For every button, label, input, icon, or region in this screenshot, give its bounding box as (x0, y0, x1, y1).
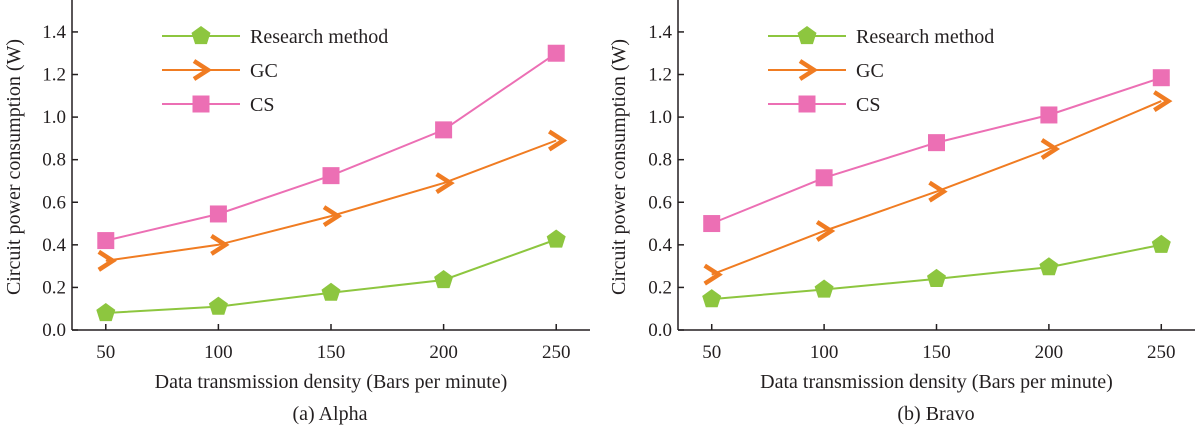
y-tick-label: 1.2 (42, 65, 66, 86)
data-point (96, 303, 116, 322)
y-tick-label: 0.6 (42, 192, 66, 213)
y-tick-label: 0.0 (42, 320, 66, 341)
legend-marker (191, 26, 211, 45)
chart-panel-1: 0.0 0.2 0.4 0.6 0.8 1.0 1.2 1.4 50 100 150 200 250 Da… (3, 0, 590, 425)
series-cs (97, 44, 565, 250)
x-axis-title: Data transmission density (Bars per minu… (155, 371, 508, 393)
series-cs (703, 69, 1170, 233)
data-point (434, 270, 454, 289)
legend-entry: CS (768, 94, 880, 116)
y-tick-label: 1.0 (42, 107, 66, 128)
legend-entry: GC (768, 59, 884, 82)
data-point (435, 172, 455, 194)
series-line (711, 100, 1162, 276)
legend-entry: CS (162, 94, 274, 116)
x-tick-label: 50 (702, 342, 721, 363)
data-point (815, 169, 833, 187)
data-point (1152, 69, 1170, 87)
x-tick-label: 50 (96, 342, 115, 363)
data-point (208, 296, 228, 315)
legend-label: CS (250, 94, 274, 116)
y-axis-title: Circuit power consumption (W) (608, 39, 630, 295)
data-point (928, 134, 945, 152)
data-point (703, 215, 721, 233)
x-axis-title: Data transmission density (Bars per minu… (760, 371, 1113, 393)
panel-caption: (a) Alpha (293, 403, 368, 425)
series-research-method (96, 229, 566, 322)
data-point (1153, 90, 1173, 113)
y-tick-label: 0.2 (648, 277, 672, 298)
data-point (209, 205, 227, 223)
x-tick-label: 100 (810, 342, 839, 363)
legend-marker (797, 26, 817, 45)
y-tick-label: 0.0 (648, 320, 672, 341)
y-tick-label: 0.4 (42, 235, 66, 256)
y-tick-label: 1.0 (648, 107, 672, 128)
series-gc (97, 129, 568, 272)
data-point (97, 249, 117, 272)
data-point (435, 121, 453, 139)
x-tick-label: 200 (429, 342, 458, 363)
data-point (1151, 234, 1171, 253)
data-point (1040, 106, 1058, 124)
legend-marker (798, 59, 819, 81)
data-point (546, 229, 566, 248)
data-point (928, 180, 948, 203)
legend-label: Research method (250, 26, 388, 48)
data-point (702, 289, 722, 308)
x-tick-label: 100 (204, 342, 233, 363)
data-point (927, 268, 946, 287)
legend-label: Research method (856, 26, 994, 48)
y-tick-label: 1.4 (648, 22, 672, 43)
legend-entry: GC (162, 59, 278, 82)
y-tick-label: 1.4 (42, 22, 66, 43)
data-point (1039, 257, 1059, 276)
legend-entry: Research method (768, 26, 994, 48)
data-point (210, 233, 230, 256)
y-axis-title: Circuit power consumption (W) (3, 39, 25, 295)
y-tick-label: 0.6 (648, 192, 672, 213)
y-tick-label: 0.8 (42, 150, 66, 171)
series-gc (703, 90, 1173, 286)
legend: Research method GC CS (162, 26, 388, 116)
data-point (548, 129, 568, 152)
data-point (814, 279, 834, 298)
legend-marker (192, 95, 210, 113)
legend-label: GC (250, 60, 278, 82)
data-point (547, 44, 565, 62)
data-point (321, 282, 341, 301)
legend-label: GC (856, 60, 884, 82)
y-tick-label: 0.2 (42, 277, 66, 298)
data-point (97, 232, 115, 250)
y-tick-label: 1.2 (648, 65, 672, 86)
series-line (105, 139, 557, 262)
data-point (322, 167, 340, 185)
legend-label: CS (856, 94, 880, 116)
legend: Research method GC CS (768, 26, 994, 116)
legend-marker (798, 95, 816, 113)
data-point (703, 263, 723, 286)
panel-caption: (b) Bravo (897, 403, 974, 425)
legend-entry: Research method (162, 26, 388, 48)
x-tick-label: 150 (922, 342, 951, 363)
legend-marker (192, 59, 213, 81)
x-tick-label: 250 (1147, 342, 1176, 363)
x-tick-label: 200 (1035, 342, 1064, 363)
x-tick-label: 150 (317, 342, 346, 363)
data-point (322, 205, 343, 227)
series-research-method (702, 234, 1171, 308)
chart-panel-2: 0.0 0.2 0.4 0.6 0.8 1.0 1.2 1.4 50 100 150 200 250 Da… (608, 0, 1195, 425)
y-tick-label: 0.8 (648, 150, 672, 171)
x-tick-label: 250 (542, 342, 571, 363)
data-point (815, 220, 836, 242)
data-point (1040, 138, 1061, 160)
y-tick-label: 0.4 (648, 235, 672, 256)
